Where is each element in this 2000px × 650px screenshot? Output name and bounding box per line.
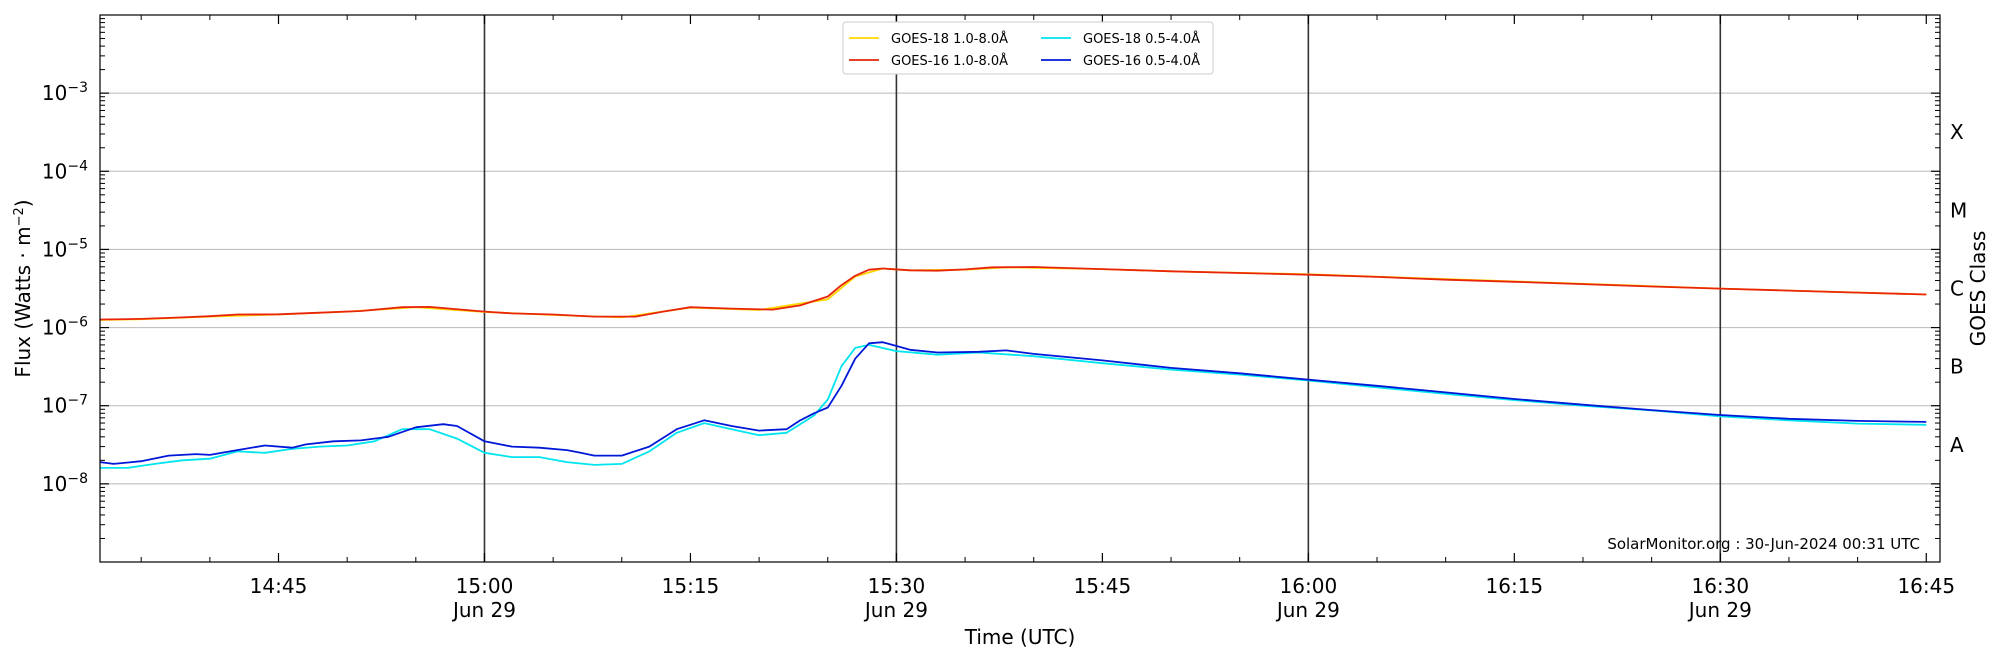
x-tick-date-label: Jun 29 [863, 598, 928, 622]
x-axis-title: Time (UTC) [964, 625, 1076, 649]
grid-layer [100, 92, 1940, 485]
y-tick-label-base: 10 [42, 81, 67, 105]
x-tick-label: 15:00 [456, 574, 514, 598]
goes-class-label: X [1950, 120, 1964, 144]
y-axis-title-main: Flux (Watts · m [11, 226, 35, 377]
y-tick-label: 10−7 [42, 393, 88, 418]
x-tick-label: 15:30 [868, 574, 926, 598]
goes-class-label: A [1950, 433, 1964, 457]
y-axis-title-close: ) [11, 199, 35, 207]
y-tick-label: 10−3 [42, 80, 88, 105]
x-tick-label: 16:30 [1691, 574, 1749, 598]
y-tick-label-exponent: −7 [67, 393, 88, 409]
legend-label: GOES-16 1.0-8.0Å [891, 53, 1008, 69]
y-tick-label-base: 10 [42, 316, 67, 340]
legend-label: GOES-18 1.0-8.0Å [891, 31, 1008, 47]
y-tick-label: 10−4 [42, 158, 88, 183]
goes-class-label: M [1950, 198, 1967, 222]
series-line-3 [100, 344, 1927, 469]
x-tick-label: 16:45 [1897, 574, 1955, 598]
legend-label: GOES-18 0.5-4.0Å [1083, 31, 1200, 47]
x-tick-label: 15:45 [1074, 574, 1132, 598]
source-annotation: SolarMonitor.org : 30-Jun-2024 00:31 UTC [1607, 535, 1920, 553]
y-tick-label-base: 10 [42, 472, 67, 496]
y-axis-title: Flux (Watts · m−2) [11, 199, 35, 377]
x-tick-label: 14:45 [250, 574, 308, 598]
x-tick-label: 16:15 [1486, 574, 1544, 598]
goes-class-label: B [1950, 355, 1964, 379]
x-tick-date-label: Jun 29 [451, 598, 516, 622]
y-tick-label-base: 10 [42, 237, 67, 261]
y-tick-label: 10−6 [42, 315, 88, 340]
x-tick-label: 15:15 [662, 574, 720, 598]
x-tick-label: 16:00 [1280, 574, 1338, 598]
series-line-2 [99, 266, 1927, 321]
goes-class-label: C [1950, 277, 1964, 301]
tick-layer [100, 15, 1940, 562]
y-tick-label-exponent: −8 [67, 471, 88, 487]
series-layer [99, 266, 1927, 469]
y-tick-label-exponent: −5 [67, 236, 88, 252]
y-tick-label: 10−8 [42, 471, 88, 496]
y-tick-label-exponent: −4 [67, 158, 88, 174]
plot-frame [99, 14, 1941, 563]
y-tick-label-exponent: −3 [67, 80, 88, 96]
legend-label: GOES-16 0.5-4.0Å [1083, 53, 1200, 69]
y-tick-label-base: 10 [42, 394, 67, 418]
y-tick-label-exponent: −6 [67, 315, 88, 331]
x-tick-date-label: Jun 29 [1687, 598, 1752, 622]
y-tick-label-base: 10 [42, 159, 67, 183]
legend-box [842, 21, 1214, 75]
series-line-1 [99, 266, 1927, 321]
y-tick-label: 10−5 [42, 236, 88, 261]
legend: GOES-18 1.0-8.0Å GOES-18 0.5-4.0Å GOES-16 … [842, 21, 1214, 75]
goes-class-axis-title: GOES Class [1966, 231, 1990, 347]
y-axis-title-exponent: −2 [12, 207, 27, 226]
x-tick-date-label: Jun 29 [1275, 598, 1340, 622]
vertical-marker-layer [483, 15, 1722, 562]
series-line-4 [99, 341, 1927, 465]
